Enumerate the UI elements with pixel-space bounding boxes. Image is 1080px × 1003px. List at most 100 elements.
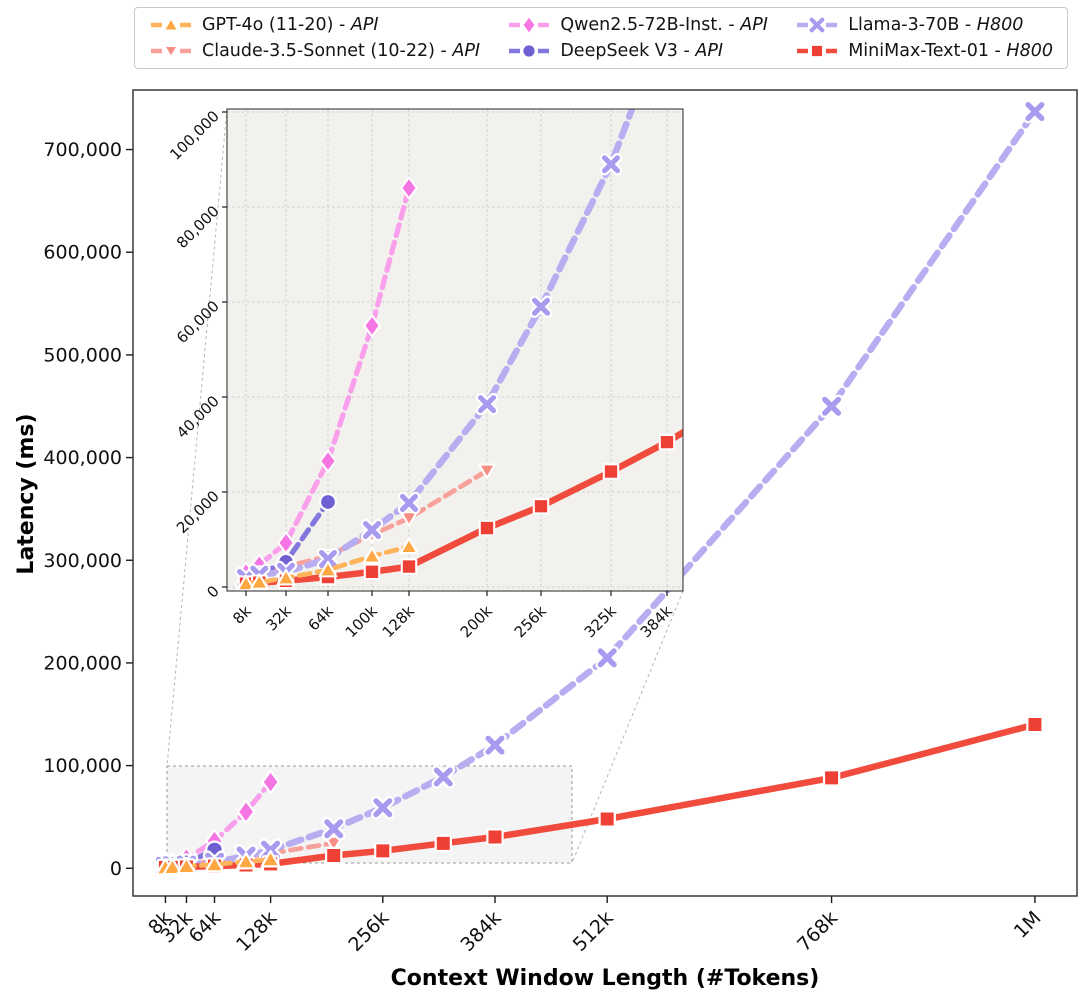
- inset-x-tick-label: 128k: [379, 602, 418, 641]
- legend-label-suffix: H800: [1006, 41, 1053, 61]
- diamond-marker: [522, 15, 537, 35]
- series-gpt4o: [155, 849, 281, 876]
- inset-x-tick-label: 8k: [229, 602, 255, 628]
- x-marker: [807, 15, 827, 35]
- triangle-up-marker: [162, 857, 183, 876]
- legend-label: Qwen2.5-72B-Inst. - API: [560, 15, 768, 35]
- x-tick-label: 768k: [793, 907, 842, 956]
- inset-x-tick-label: 384k: [637, 602, 676, 641]
- triangle-up-legend-icon: [151, 17, 191, 32]
- legend-label: DeepSeek V3 - API: [560, 41, 724, 61]
- inset-x-tick-label: 64k: [304, 602, 337, 635]
- main-series: [153, 99, 1047, 879]
- x-marker: [599, 153, 623, 176]
- diamond-marker: [261, 769, 280, 795]
- square-marker: [363, 563, 381, 581]
- square-marker: [658, 433, 676, 451]
- legend-entry-llama: Llama-3-70B - H800: [795, 15, 1053, 35]
- square-marker: [486, 828, 504, 846]
- x-marker: [431, 765, 456, 789]
- triangle-up-marker: [176, 856, 197, 875]
- inset-frame: [226, 108, 684, 592]
- legend: GPT-4o (11-20) - API Claude-3.5-Sonnet (1…: [134, 7, 1068, 69]
- triangle-up-marker: [260, 849, 281, 868]
- x-marker: [397, 491, 421, 515]
- inset-x-tick-label: 200k: [457, 602, 496, 641]
- legend-label: Claude-3.5-Sonnet (10-22) - API: [202, 41, 481, 61]
- x-tick-label: 128k: [232, 907, 281, 956]
- triangle-up-marker: [236, 574, 256, 591]
- square-marker: [822, 769, 841, 787]
- x-tick-label: 64k: [185, 907, 225, 947]
- square-marker: [797, 352, 811, 366]
- x-legend-icon: [797, 15, 838, 35]
- square-marker: [478, 519, 496, 537]
- inset-x-tick-label: 32k: [262, 602, 295, 635]
- y-tick-label: 200,000: [43, 652, 122, 674]
- square-marker: [532, 497, 550, 515]
- legend-label-suffix: API: [740, 15, 768, 35]
- legend-label-suffix: API: [350, 15, 379, 35]
- square-marker: [1026, 715, 1044, 734]
- triangle-down-marker: [400, 511, 418, 527]
- x-marker: [360, 518, 384, 542]
- square-marker: [810, 44, 824, 58]
- inset-y-tick-label: 0: [203, 582, 222, 601]
- inset-x-tick-label: 100k: [342, 602, 381, 641]
- inset-series: [234, 109, 1080, 591]
- y-tick-label: 100,000: [43, 755, 122, 777]
- legend-label: MiniMax-Text-01 - H800: [848, 41, 1053, 61]
- square-legend-icon: [797, 44, 838, 58]
- square-marker: [325, 846, 343, 865]
- inset-x-tick-label: 325k: [581, 602, 620, 641]
- legend-label: GPT-4o (11-20) - API: [202, 15, 379, 35]
- y-axis-title: Latency (ms): [14, 413, 39, 575]
- zoom-connector-0: [166, 108, 228, 767]
- square-marker: [400, 558, 418, 575]
- triangle-down-marker: [163, 45, 179, 58]
- x-tick-label: 256k: [344, 907, 393, 956]
- inset-y-tick-label: 60,000: [173, 297, 223, 347]
- triangle-up-marker: [318, 560, 338, 578]
- diamond-marker: [236, 799, 256, 824]
- y-tick-label: 500,000: [43, 344, 122, 366]
- square-marker: [1071, 162, 1080, 176]
- triangle-up-marker: [362, 547, 382, 564]
- x-marker: [819, 394, 844, 419]
- circle-marker: [319, 493, 337, 511]
- circle-legend-icon: [509, 43, 550, 59]
- triangle-up-marker: [163, 17, 179, 32]
- diamond-marker: [319, 449, 337, 473]
- diamond-legend-icon: [509, 15, 550, 35]
- triangle-down-marker: [324, 835, 344, 853]
- legend-entry-minimax: MiniMax-Text-01 - H800: [795, 41, 1053, 61]
- triangle-up-marker: [276, 568, 296, 586]
- x-marker: [475, 392, 499, 416]
- series-gpt4o: [236, 537, 419, 591]
- legend-label-suffix: API: [452, 41, 481, 61]
- x-marker: [483, 733, 507, 757]
- square-marker: [602, 463, 620, 480]
- diamond-marker: [400, 176, 418, 200]
- main-plot-frame: [132, 89, 1078, 897]
- triangle-up-marker: [204, 854, 225, 873]
- legend-entry-deepseek: DeepSeek V3 - API: [507, 41, 768, 61]
- triangle-up-marker: [399, 537, 419, 555]
- inset-y-tick-label: 40,000: [173, 392, 223, 442]
- square-marker: [598, 810, 616, 828]
- legend-label-suffix: API: [695, 41, 724, 61]
- inset-y-tick-label: 80,000: [173, 202, 223, 252]
- triangle-up-marker: [236, 852, 256, 870]
- legend-entry-qwen: Qwen2.5-72B-Inst. - API: [507, 15, 768, 35]
- inset-y-tick-label: 100,000: [166, 107, 223, 164]
- y-tick-label: 400,000: [43, 447, 122, 469]
- y-tick-label: 300,000: [43, 550, 122, 572]
- x-marker: [316, 547, 340, 571]
- x-tick-label: 512k: [569, 907, 618, 956]
- triangle-up-marker: [249, 573, 269, 590]
- x-marker: [529, 295, 553, 318]
- circle-marker: [521, 43, 537, 59]
- x-marker: [371, 795, 395, 820]
